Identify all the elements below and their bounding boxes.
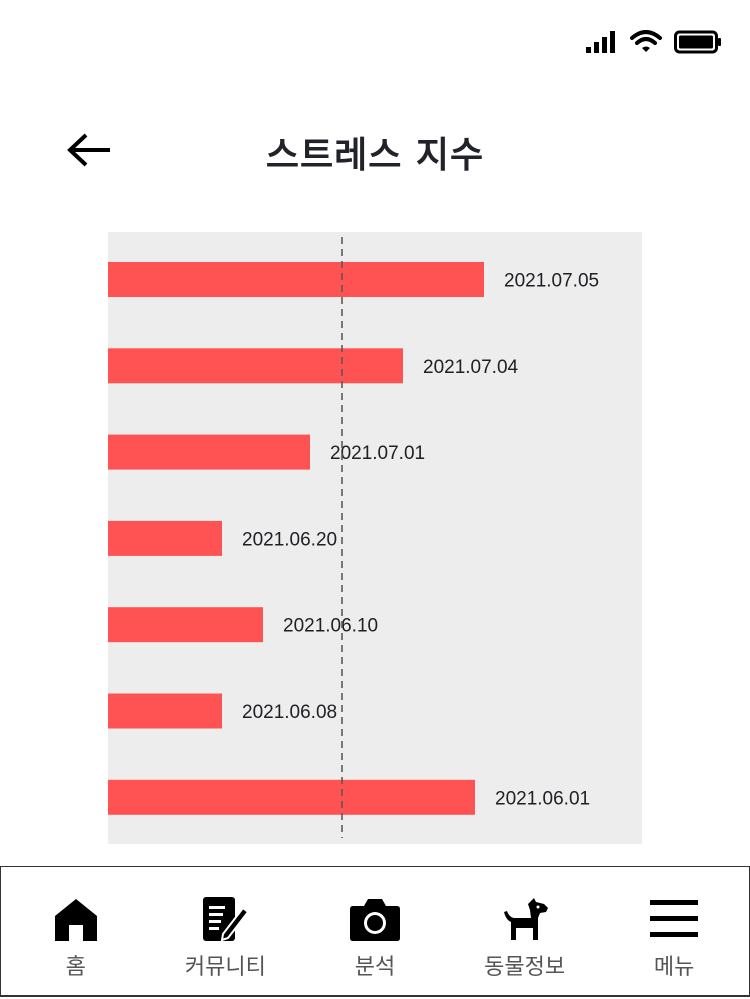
dog-icon bbox=[503, 898, 548, 940]
bar-label-2: 2021.07.01 bbox=[330, 443, 425, 464]
stress-chart: 2021.07.05 2021.07.04 2021.07.01 2021.06.20… bbox=[108, 232, 642, 844]
nav-menu-label: 메뉴 bbox=[653, 955, 695, 980]
nav-community[interactable]: 커뮤니티 bbox=[151, 867, 301, 981]
camera-icon bbox=[349, 899, 400, 941]
bar-4 bbox=[108, 607, 263, 643]
nav-community-label: 커뮤니티 bbox=[184, 955, 266, 980]
bar-label-6: 2021.06.01 bbox=[495, 788, 590, 809]
battery-icon bbox=[674, 30, 721, 54]
bar-label-1: 2021.07.04 bbox=[423, 357, 519, 378]
menu-icon bbox=[650, 900, 699, 937]
nav-analysis[interactable]: 분석 bbox=[300, 867, 450, 981]
bar-label-5: 2021.06.08 bbox=[242, 702, 337, 723]
bar-label-3: 2021.06.20 bbox=[242, 529, 337, 550]
bar-3 bbox=[108, 520, 222, 556]
bar-6 bbox=[108, 779, 475, 815]
bar-2 bbox=[108, 434, 310, 470]
status-bar bbox=[586, 30, 722, 54]
bar-label-4: 2021.06.10 bbox=[283, 616, 378, 637]
home-icon bbox=[54, 899, 97, 941]
stress-chart-svg: 2021.07.05 2021.07.04 2021.07.01 2021.06.20… bbox=[108, 237, 599, 838]
arrow-left-icon bbox=[67, 133, 110, 167]
bar-label-0: 2021.07.05 bbox=[504, 271, 599, 292]
nav-analysis-label: 분석 bbox=[354, 955, 396, 980]
bar-0 bbox=[108, 262, 484, 297]
nav-home[interactable]: 홈 bbox=[1, 867, 151, 981]
nav-animal-info[interactable]: 동물정보 bbox=[450, 867, 600, 981]
nav-home-label: 홈 bbox=[65, 955, 86, 980]
bar-5 bbox=[108, 693, 222, 729]
bottom-nav: 홈 커뮤니티 분석 bbox=[0, 866, 750, 997]
edit-note-icon bbox=[203, 897, 250, 942]
nav-menu[interactable]: 메뉴 bbox=[599, 867, 749, 981]
nav-animal-info-label: 동물정보 bbox=[484, 955, 566, 980]
header: 스트레스 지수 bbox=[0, 120, 750, 184]
signal-icon bbox=[586, 31, 615, 53]
page-title: 스트레스 지수 bbox=[265, 135, 485, 176]
wifi-icon bbox=[630, 30, 662, 52]
back-button[interactable] bbox=[66, 130, 116, 170]
bar-1 bbox=[108, 348, 403, 384]
